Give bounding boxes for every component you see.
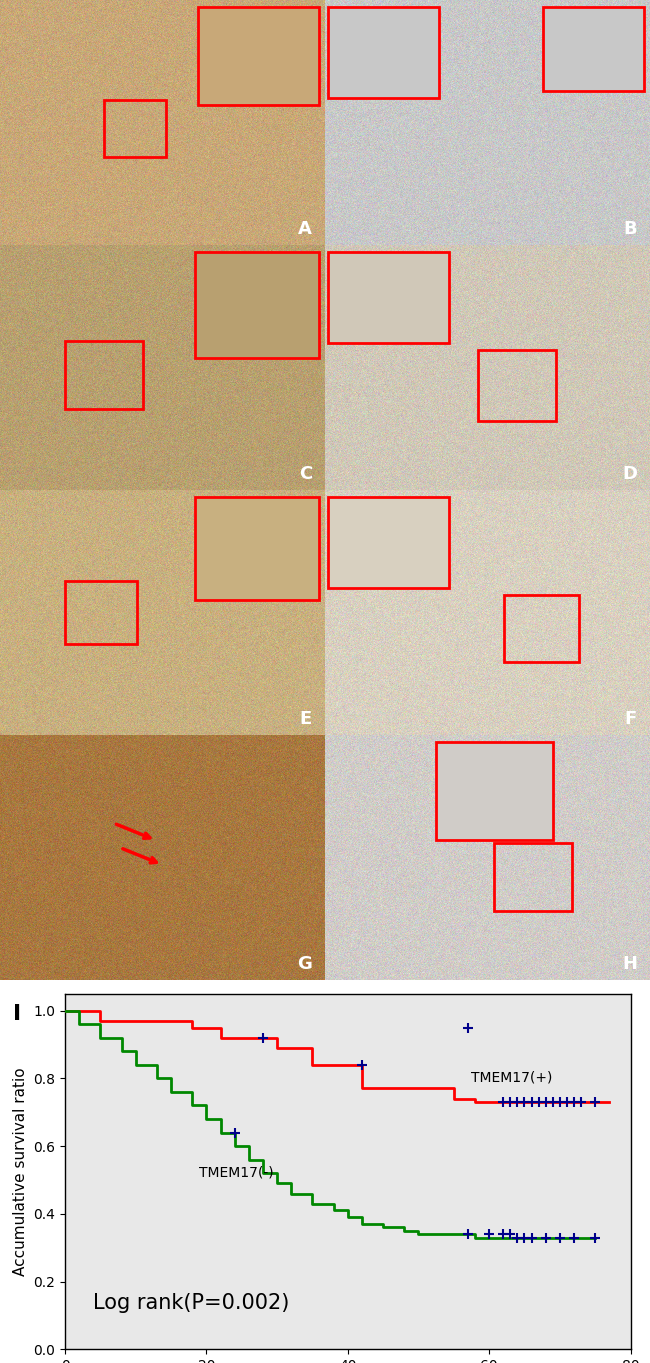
Bar — [104, 101, 166, 157]
Bar — [195, 252, 318, 357]
Bar — [478, 350, 556, 421]
Bar — [543, 7, 644, 91]
Bar — [504, 596, 578, 661]
Bar — [65, 341, 143, 409]
Text: I: I — [13, 1005, 21, 1025]
Bar — [494, 842, 572, 912]
Bar — [328, 7, 439, 98]
Bar — [436, 743, 552, 841]
Text: C: C — [299, 465, 312, 483]
Bar — [198, 7, 318, 105]
Text: F: F — [625, 710, 637, 728]
Bar — [328, 497, 448, 587]
Bar — [65, 581, 136, 645]
Text: G: G — [297, 954, 312, 973]
Text: TMEM17(-): TMEM17(-) — [200, 1165, 274, 1179]
Bar — [195, 497, 318, 600]
Text: B: B — [623, 219, 637, 237]
Bar — [328, 252, 448, 343]
Text: E: E — [300, 710, 312, 728]
Text: TMEM17(+): TMEM17(+) — [471, 1071, 553, 1085]
Text: D: D — [622, 465, 637, 483]
Y-axis label: Accumulative survival ratio: Accumulative survival ratio — [13, 1067, 28, 1276]
Text: H: H — [622, 954, 637, 973]
Text: A: A — [298, 219, 312, 237]
Text: Log rank(P=0.002): Log rank(P=0.002) — [94, 1292, 290, 1313]
